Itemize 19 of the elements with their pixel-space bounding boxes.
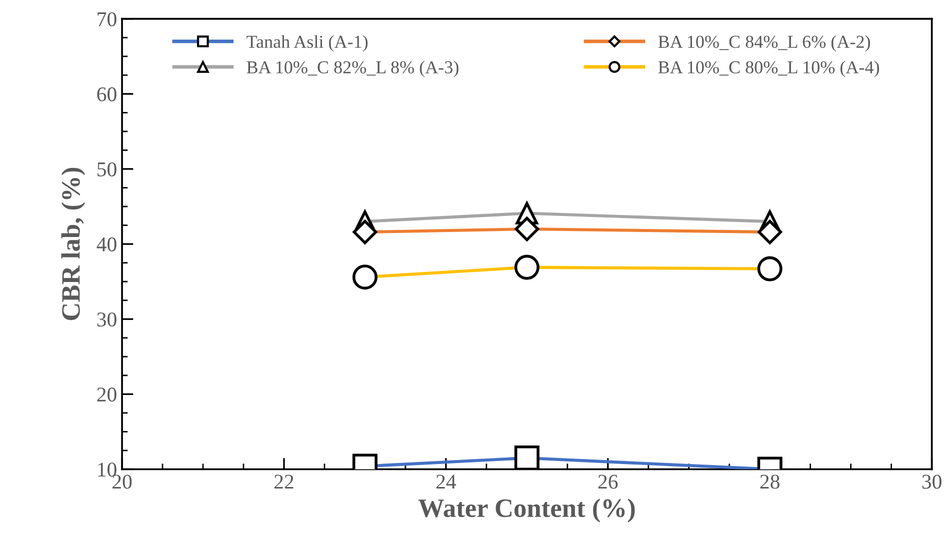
legend-label: BA 10%_C 80%_L 10% (A-4): [658, 60, 880, 78]
legend-label: BA 10%_C 82%_L 8% (A-3): [246, 60, 458, 78]
x-tick-label: 30: [922, 474, 942, 489]
y-tick-label: 70: [98, 12, 116, 26]
x-axis-title: Water Content (%): [418, 498, 635, 522]
legend-label: BA 10%_C 84%_L 6% (A-2): [658, 35, 870, 52]
x-tick-label: 24: [436, 474, 456, 489]
x-tick-label: 28: [760, 474, 780, 489]
y-tick-label: 10: [98, 462, 116, 477]
y-axis-title: CBR lab, (%): [61, 168, 86, 320]
x-tick-label: 26: [598, 474, 618, 489]
y-tick-label: 50: [98, 162, 116, 176]
y-tick-label: 30: [97, 312, 116, 327]
x-tick-label: 20: [112, 474, 132, 489]
y-tick-label: 20: [97, 388, 116, 402]
y-tick-label: 60: [97, 87, 116, 102]
legend-label: Tanah Asli (A-1): [246, 35, 368, 52]
y-tick-label: 40: [96, 237, 116, 252]
x-tick-label: 22: [274, 474, 294, 489]
